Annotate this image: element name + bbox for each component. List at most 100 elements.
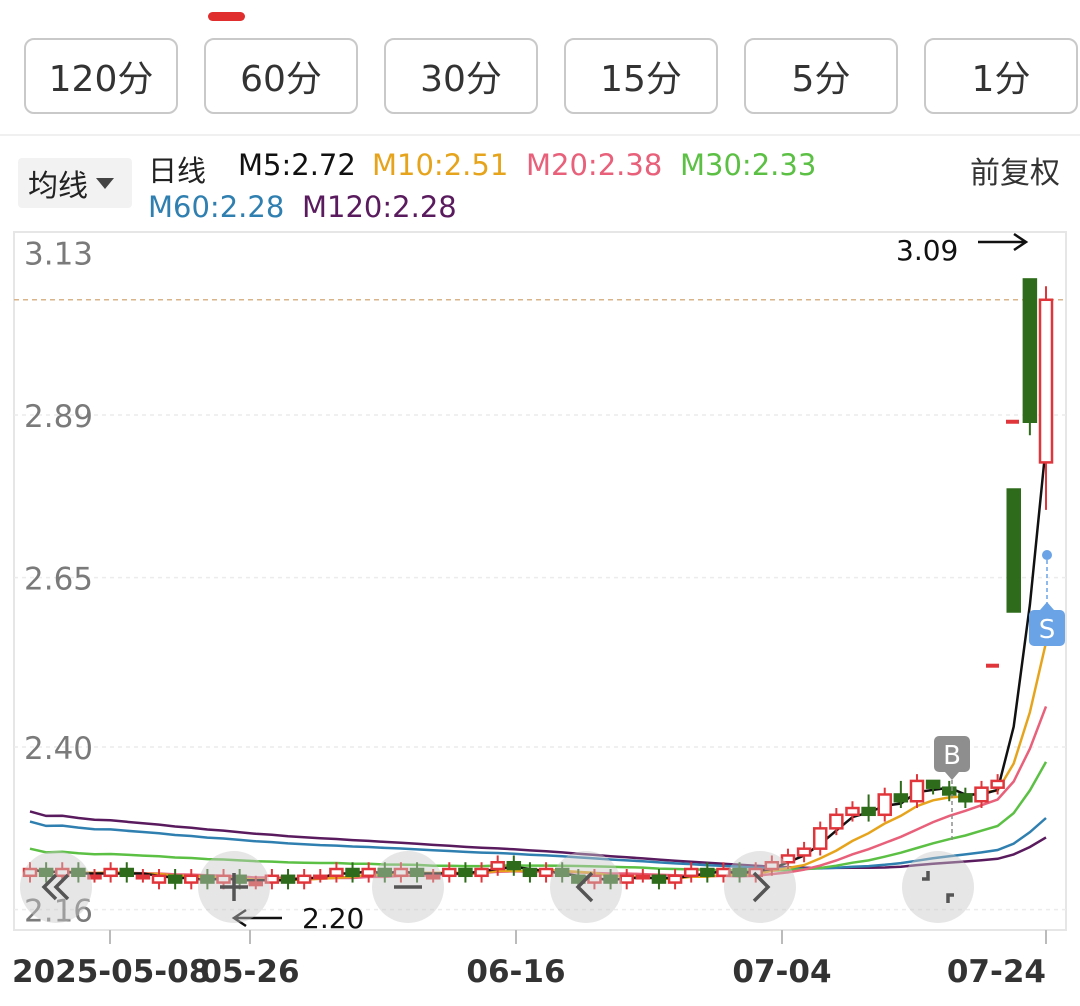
candle[interactable] <box>941 780 957 802</box>
candle[interactable] <box>635 869 651 883</box>
candle[interactable] <box>619 869 634 890</box>
candle[interactable] <box>200 869 215 890</box>
candle[interactable] <box>458 862 473 883</box>
candle[interactable] <box>38 862 54 883</box>
candle[interactable] <box>280 869 296 890</box>
chevron-left-button[interactable] <box>550 851 622 923</box>
candle[interactable] <box>474 862 489 883</box>
candle[interactable] <box>1038 286 1054 510</box>
candle[interactable] <box>506 855 522 876</box>
zoom-out-icon <box>394 885 422 889</box>
candle[interactable] <box>393 862 409 883</box>
candle[interactable] <box>490 855 505 876</box>
candle[interactable] <box>925 779 941 795</box>
candle[interactable] <box>87 869 102 883</box>
ma20-line <box>29 705 1048 880</box>
zoom-in-button[interactable] <box>198 851 270 923</box>
active-period-indicator <box>208 12 245 21</box>
candle[interactable] <box>329 862 344 883</box>
candle[interactable] <box>893 780 909 809</box>
zoom-in-icon <box>220 873 248 901</box>
candle[interactable] <box>603 869 618 890</box>
candle[interactable] <box>829 808 844 836</box>
sell-marker[interactable] <box>1029 610 1065 646</box>
legend-ma5: M5:2.72 <box>238 148 356 182</box>
indicator-select[interactable]: 均线 <box>18 158 132 208</box>
candle[interactable] <box>845 801 860 822</box>
candle[interactable] <box>377 862 393 883</box>
candle[interactable] <box>409 862 425 883</box>
y-tick-label: 2.16 <box>24 894 93 930</box>
tab-15min[interactable]: 15分 <box>564 38 718 114</box>
high-price-label: 3.09 <box>896 234 958 267</box>
y-tick-label: 2.65 <box>24 562 93 598</box>
candle[interactable] <box>764 855 780 876</box>
candle[interactable] <box>442 862 457 883</box>
tab-5min[interactable]: 5分 <box>744 38 898 114</box>
tab-30min[interactable]: 30分 <box>384 38 538 114</box>
candle[interactable] <box>522 862 538 883</box>
candle[interactable] <box>909 774 925 809</box>
candle[interactable] <box>248 875 264 890</box>
candle[interactable] <box>296 869 312 890</box>
buy-marker[interactable] <box>934 736 970 772</box>
candle[interactable] <box>538 862 554 883</box>
tab-120min[interactable]: 120分 <box>24 38 178 114</box>
ma60-line <box>29 817 1047 871</box>
ma10-line <box>29 642 1048 881</box>
candle[interactable] <box>1006 488 1021 613</box>
legend-ma60: M60:2.28 <box>148 190 285 224</box>
candle[interactable] <box>958 787 973 809</box>
candle[interactable] <box>716 862 731 883</box>
double-chevron-left-icon <box>41 873 70 901</box>
candle[interactable] <box>167 869 183 890</box>
zoom-out-button[interactable] <box>372 851 444 923</box>
candle[interactable] <box>103 862 118 883</box>
candle[interactable] <box>667 869 683 890</box>
x-tick-label: 2025-05-08 <box>12 954 210 990</box>
candle[interactable] <box>796 841 812 863</box>
legend-type: 日线 <box>148 154 207 188</box>
candle[interactable] <box>683 862 699 883</box>
chevron-right-icon <box>752 871 771 903</box>
candle[interactable] <box>700 862 715 883</box>
candle[interactable] <box>264 869 280 890</box>
candle[interactable] <box>361 862 376 883</box>
plot-frame <box>13 231 1067 931</box>
candle[interactable] <box>732 862 747 883</box>
fullscreen-button[interactable] <box>902 851 974 923</box>
arrow-right-icon <box>978 232 1029 252</box>
tab-60min[interactable]: 60分 <box>204 38 358 114</box>
candle[interactable] <box>651 869 667 890</box>
y-tick-label: 3.13 <box>24 236 93 272</box>
low-price-label: 2.20 <box>302 902 364 935</box>
candle[interactable] <box>71 862 86 883</box>
candle[interactable] <box>587 869 602 890</box>
candle[interactable] <box>780 848 796 870</box>
candle[interactable] <box>345 862 360 883</box>
candle[interactable] <box>184 869 199 890</box>
candle[interactable] <box>990 774 1005 795</box>
double-chevron-left-button[interactable] <box>20 851 92 923</box>
caret-down-icon <box>96 177 114 189</box>
candle[interactable] <box>877 787 892 822</box>
candle[interactable] <box>151 869 167 890</box>
candle[interactable] <box>119 862 135 883</box>
candle[interactable] <box>861 794 876 822</box>
candle[interactable] <box>974 780 989 809</box>
candle[interactable] <box>425 869 441 883</box>
x-tick-label: 07-04 <box>732 954 831 990</box>
candle[interactable] <box>1022 278 1038 436</box>
buy-marker-label: B <box>943 741 961 771</box>
legend-ma10: M10:2.51 <box>372 148 509 182</box>
chevron-right-button[interactable] <box>724 851 796 923</box>
chevron-left-icon <box>575 871 594 903</box>
candle[interactable] <box>22 862 38 883</box>
candle[interactable] <box>313 869 328 883</box>
adjustment-label[interactable]: 前复权 <box>970 156 1060 191</box>
candle[interactable] <box>554 862 570 883</box>
tab-1min[interactable]: 1分 <box>924 38 1078 114</box>
candle[interactable] <box>812 821 828 856</box>
candle[interactable] <box>135 869 151 883</box>
